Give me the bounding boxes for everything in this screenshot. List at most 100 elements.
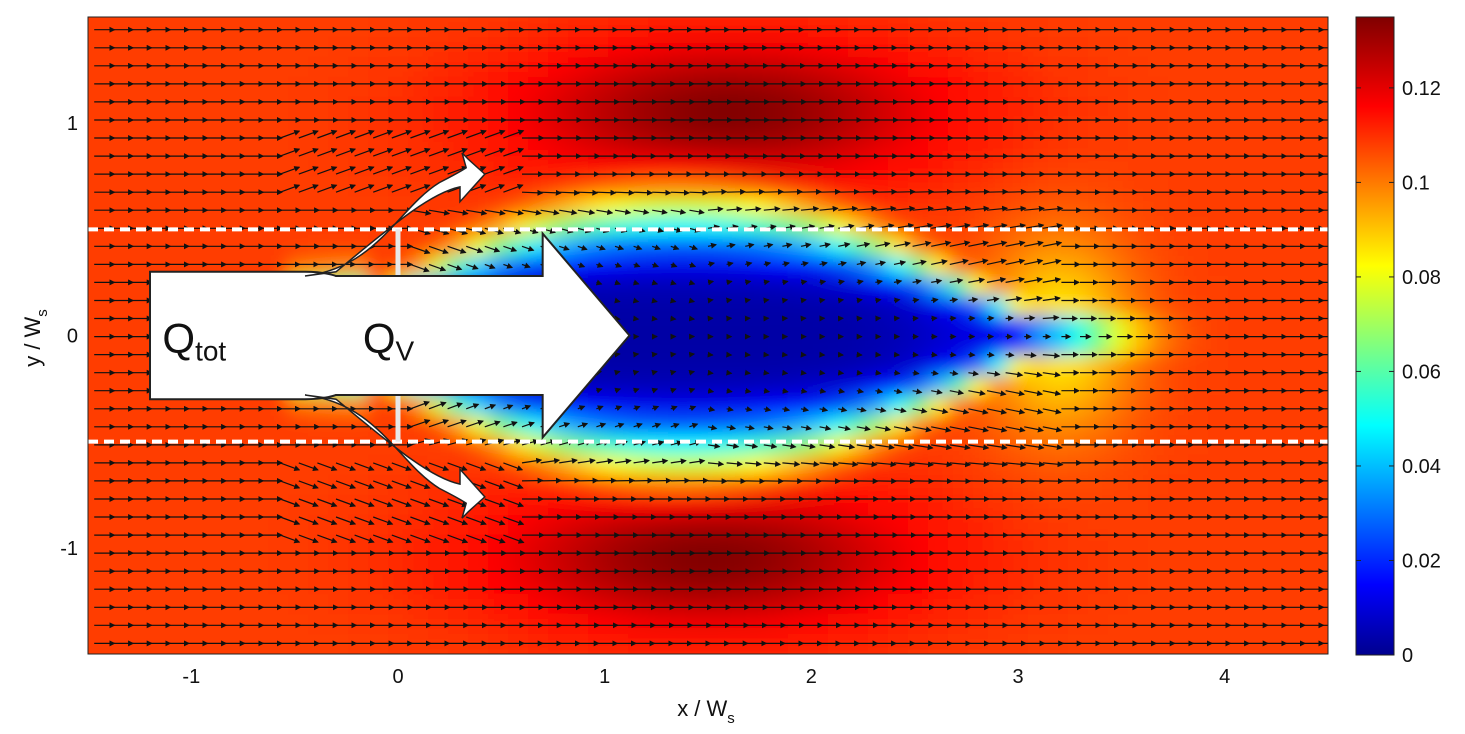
heat-cell	[288, 96, 309, 118]
heat-cell	[868, 236, 889, 257]
heat-cell	[968, 295, 989, 317]
heat-cell	[1148, 275, 1169, 297]
heat-cell	[148, 216, 169, 237]
heat-cell	[768, 17, 789, 18]
heat-cell	[1048, 176, 1069, 198]
heat-cell	[1228, 594, 1249, 616]
heat-cell	[508, 415, 529, 436]
heat-cell	[1008, 554, 1029, 576]
velocity-vector	[893, 369, 901, 376]
heat-cell	[528, 454, 549, 476]
heat-cell	[908, 196, 929, 218]
heat-cell	[268, 534, 289, 556]
heat-cell	[808, 375, 829, 397]
heat-cell	[748, 116, 769, 138]
heat-cell	[708, 96, 729, 118]
heat-cell	[828, 275, 849, 297]
heat-cell	[668, 375, 689, 397]
heat-cell	[1308, 196, 1328, 218]
heat-cell	[1008, 255, 1029, 277]
heat-cell	[948, 236, 969, 257]
heat-cell	[548, 136, 569, 158]
heat-cell	[1068, 275, 1089, 297]
heat-cell	[388, 594, 409, 616]
heat-cell	[388, 614, 409, 636]
heat-cell	[1108, 275, 1129, 297]
heat-cell	[608, 355, 629, 377]
heat-cell	[708, 176, 729, 198]
heat-cell	[868, 315, 889, 337]
heat-cell	[308, 554, 329, 576]
heat-cell	[888, 17, 909, 18]
heat-cell	[1188, 17, 1209, 18]
heat-cell	[668, 494, 689, 516]
heat-cell	[628, 355, 649, 377]
heat-cell	[508, 514, 529, 536]
heat-cell	[448, 395, 469, 417]
velocity-vector	[726, 297, 733, 304]
heat-cell	[568, 634, 589, 654]
heat-cell	[1228, 136, 1249, 158]
heat-cell	[248, 136, 269, 158]
heat-cell	[1268, 275, 1289, 297]
heat-cell	[228, 196, 249, 218]
heat-cell	[568, 415, 589, 436]
heat-cell	[1048, 554, 1069, 576]
heat-cell	[828, 494, 849, 516]
heat-cell	[148, 136, 169, 158]
heat-cell	[1268, 654, 1289, 675]
heat-cell	[728, 196, 749, 218]
heat-cell	[448, 454, 469, 476]
heat-cell	[1308, 474, 1328, 496]
heat-cell	[968, 454, 989, 476]
heat-cell	[408, 96, 429, 118]
heat-cell	[808, 156, 829, 178]
heat-cell	[928, 514, 949, 536]
heat-cell	[1308, 136, 1328, 158]
heat-cell	[1028, 56, 1049, 78]
heat-cell	[1088, 136, 1109, 158]
heat-cell	[408, 614, 429, 636]
heat-cell	[128, 295, 149, 317]
velocity-vector	[781, 297, 789, 304]
heat-cell	[1028, 355, 1049, 377]
heat-cell	[1328, 77, 1349, 98]
heat-cell	[1188, 196, 1209, 218]
heat-cell	[868, 454, 889, 476]
heat-cell	[888, 196, 909, 218]
heat-cell	[588, 454, 609, 476]
heat-cell	[88, 136, 89, 158]
heat-cell	[928, 395, 949, 417]
heat-cell	[308, 415, 329, 436]
heat-cell	[648, 176, 669, 198]
heat-cell	[948, 196, 969, 218]
heat-cell	[628, 17, 649, 18]
heat-cell	[1288, 56, 1309, 78]
heat-cell	[368, 594, 389, 616]
heat-cell	[228, 474, 249, 496]
heat-cell	[148, 56, 169, 78]
heat-cell	[568, 654, 589, 675]
heat-cell	[528, 216, 549, 237]
heat-cell	[208, 534, 229, 556]
heat-cell	[988, 17, 1009, 18]
heat-cell	[428, 634, 449, 654]
heat-cell	[848, 196, 869, 218]
heat-cell	[528, 654, 549, 675]
heat-cell	[1228, 275, 1249, 297]
heat-cell	[1108, 654, 1129, 675]
heat-cell	[488, 156, 509, 178]
heat-cell	[748, 654, 769, 675]
heat-cell	[1188, 454, 1209, 476]
heat-cell	[608, 56, 629, 78]
heat-cell	[1128, 574, 1149, 596]
heat-cell	[1328, 535, 1349, 556]
heat-cell	[948, 474, 969, 496]
heat-cell	[1308, 514, 1328, 536]
heat-cell	[668, 654, 689, 675]
heat-cell	[548, 574, 569, 596]
heat-cell	[1148, 17, 1169, 18]
heat-cell	[488, 236, 509, 257]
heat-cell	[388, 554, 409, 576]
heat-cell	[868, 514, 889, 536]
